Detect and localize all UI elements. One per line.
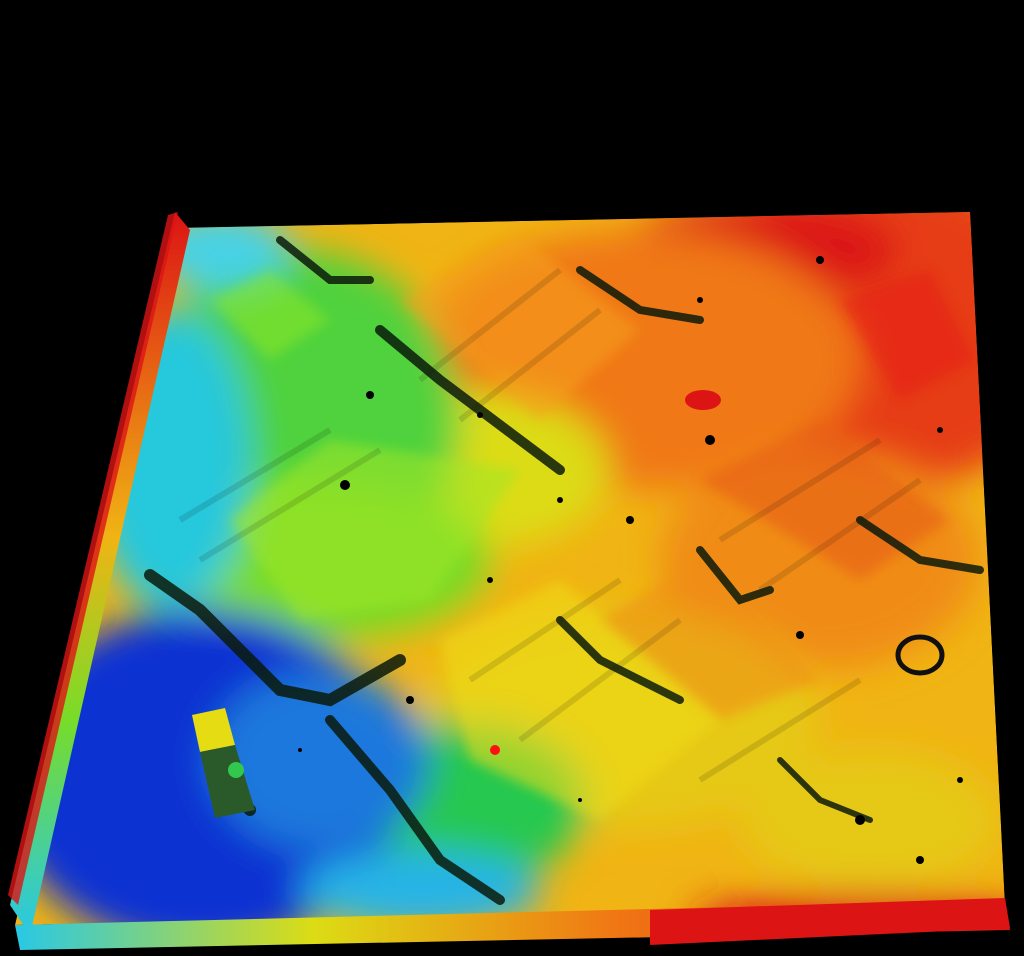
terrace-block <box>840 270 975 400</box>
shade-line <box>468 577 622 683</box>
cliff-edge <box>375 325 565 475</box>
pillar-green-cap <box>228 762 244 778</box>
left-wall-edge <box>8 212 178 905</box>
pillar-side <box>200 745 255 818</box>
cliff-edge <box>576 266 704 324</box>
hole <box>578 798 582 802</box>
hole <box>340 480 350 490</box>
hole <box>937 427 943 433</box>
red-mound <box>685 390 721 410</box>
shade-line <box>178 427 332 523</box>
hole <box>477 412 483 418</box>
terrace-block <box>400 235 640 420</box>
cliff-edge <box>556 616 684 704</box>
cliff-edge <box>325 715 505 905</box>
cliff-edge <box>276 236 374 284</box>
cliff-edge <box>777 757 873 823</box>
terrace-blocks <box>210 235 975 820</box>
shade-line <box>518 617 682 743</box>
cliff-shadows <box>144 236 984 905</box>
hole <box>366 391 374 399</box>
terrace-shading <box>178 267 922 783</box>
hole <box>487 577 493 583</box>
hole <box>916 856 924 864</box>
pillar-top <box>192 708 235 752</box>
hole <box>298 748 302 752</box>
cliff-edge <box>856 516 984 574</box>
hole <box>816 256 824 264</box>
hole <box>705 435 715 445</box>
terrace-block <box>230 440 520 620</box>
cliff-edge <box>696 546 774 605</box>
zone-blue-mid <box>210 670 430 850</box>
front-edge-red <box>650 898 1010 945</box>
hole <box>796 631 804 639</box>
shade-line <box>718 437 882 543</box>
shade-line <box>698 677 862 783</box>
shade-line <box>198 447 382 563</box>
shade-line <box>458 307 602 423</box>
left-wall <box>10 212 190 935</box>
hole <box>406 696 414 704</box>
terrain-surface <box>15 212 1005 925</box>
shade-line <box>418 267 562 383</box>
selection-marker[interactable] <box>490 745 500 755</box>
cliff-edge <box>144 569 406 707</box>
hole <box>557 497 563 503</box>
terrace-block <box>210 270 330 360</box>
hole <box>855 815 865 825</box>
hole <box>957 777 963 783</box>
data-holes <box>298 256 963 864</box>
zone-cyan-bottom <box>300 850 540 925</box>
terrace-block <box>600 560 820 720</box>
shade-line <box>758 477 922 593</box>
dark-ring <box>895 634 945 676</box>
pillar-structure <box>192 708 255 818</box>
hole <box>697 297 703 303</box>
hole <box>626 516 634 524</box>
terrace-block <box>440 580 720 820</box>
